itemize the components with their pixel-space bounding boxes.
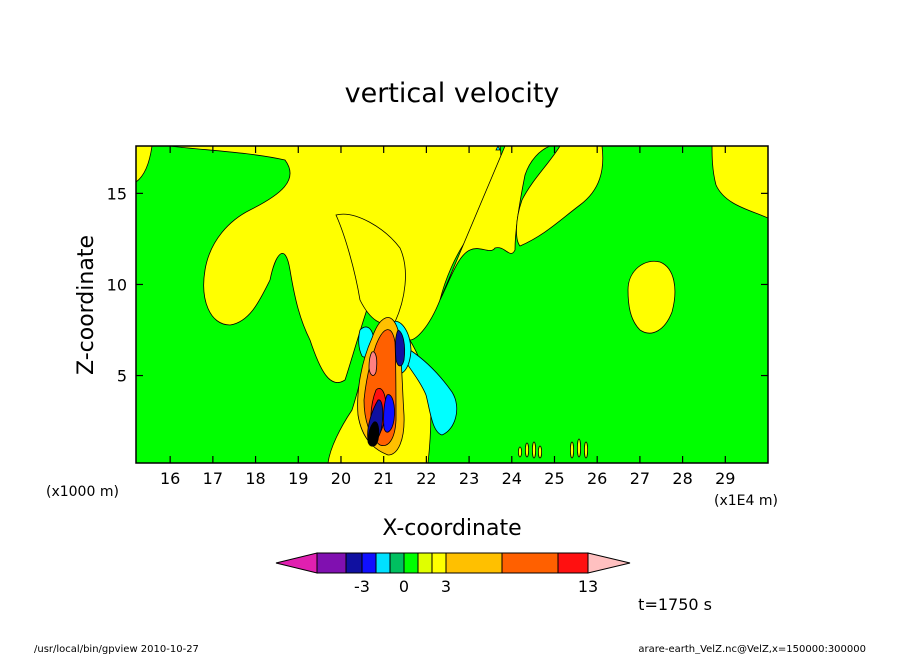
contour-region: [439, 146, 551, 301]
contour-region: [532, 441, 537, 459]
colorbar-segment: [345, 552, 363, 574]
colorbar-arrow-low: [275, 552, 318, 574]
colorbar-labels: -3 0 3 13: [354, 577, 598, 596]
plot-frame: [135, 145, 769, 464]
colorbar: [275, 552, 631, 574]
contour-region: [516, 146, 604, 247]
contour-region: [627, 260, 676, 334]
y-tick-label: 15: [107, 184, 127, 203]
x-tick-label: 24: [502, 469, 522, 488]
contour-region: [518, 446, 523, 458]
x-tick-label: 29: [715, 469, 735, 488]
x-tick-label: 25: [544, 469, 564, 488]
y-tick-label: 10: [107, 275, 127, 294]
core-contours: [357, 317, 406, 456]
colorbar-segment: [375, 552, 391, 574]
contour-region: [169, 146, 502, 383]
x-tick-label: 23: [459, 469, 479, 488]
contour-field: [136, 146, 768, 463]
contour-region: [711, 146, 768, 219]
contour-region: [577, 438, 582, 458]
colorbar-label: 13: [578, 577, 598, 596]
y-axis-ticks: 5 10 15: [107, 184, 768, 386]
contour-region: [570, 441, 575, 459]
x-tick-label: 19: [288, 469, 308, 488]
colorbar-segment: [389, 552, 405, 574]
x-tick-label: 27: [630, 469, 650, 488]
x-axis-label: X-coordinate: [382, 516, 521, 541]
x-scale-label: (x1E4 m): [714, 493, 778, 509]
contour-region: [538, 445, 543, 459]
x-tick-label: 16: [160, 469, 180, 488]
footer-right: arare-earth_VelZ.nc@VelZ,x=150000:300000: [638, 644, 866, 654]
x-tick-label: 18: [245, 469, 265, 488]
x-tick-label: 26: [587, 469, 607, 488]
colorbar-segment: [501, 552, 559, 574]
colorbar-label: 3: [441, 577, 451, 596]
x-tick-label: 28: [672, 469, 692, 488]
colorbar-label: -3: [354, 577, 370, 596]
footer-left: /usr/local/bin/gpview 2010-10-27: [34, 644, 199, 654]
surface-contours: [518, 438, 589, 459]
contour-region: [383, 394, 395, 433]
contour-region: [367, 421, 380, 447]
colorbar-segment: [361, 552, 377, 574]
x-tick-label: 17: [203, 469, 223, 488]
colorbar-segment: [316, 552, 347, 574]
colorbar-segment: [431, 552, 447, 574]
contour-region: [404, 349, 458, 436]
contour-region: [395, 329, 406, 367]
contour-region: [368, 351, 378, 376]
chart-title: vertical velocity: [345, 78, 560, 109]
contour-region: [584, 441, 589, 459]
x-tick-label: 21: [373, 469, 393, 488]
colorbar-segment: [445, 552, 503, 574]
x-tick-label: 20: [331, 469, 351, 488]
y-scale-label: (x1000 m): [46, 484, 119, 500]
x-axis-ticks: 16 17 18 19 20 21 22 23 24 25 26 27 28 29: [160, 146, 735, 488]
colorbar-segment: [403, 552, 419, 574]
y-axis-label: Z-coordinate: [74, 235, 99, 375]
colorbar-segment: [417, 552, 433, 574]
colorbar-arrow-high: [587, 552, 631, 574]
colorbar-label: 0: [399, 577, 409, 596]
contour-region: [495, 146, 501, 151]
y-tick-label: 5: [117, 367, 127, 386]
colorbar-segment: [557, 552, 589, 574]
time-label: t=1750 s: [638, 595, 712, 614]
x-tick-label: 22: [416, 469, 436, 488]
contour-region: [525, 442, 530, 458]
